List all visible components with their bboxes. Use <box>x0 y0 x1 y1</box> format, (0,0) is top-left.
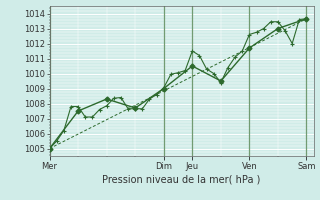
X-axis label: Pression niveau de la mer( hPa ): Pression niveau de la mer( hPa ) <box>102 175 261 185</box>
